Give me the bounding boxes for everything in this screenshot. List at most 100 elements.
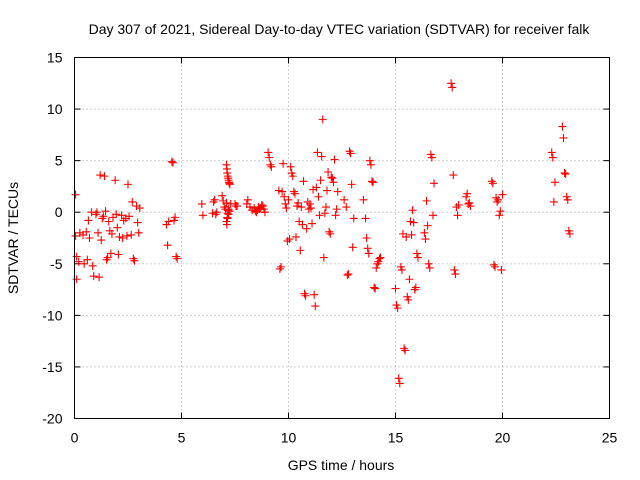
data-point xyxy=(314,192,323,201)
data-point xyxy=(128,197,137,206)
y-tick-label: -20 xyxy=(42,411,62,427)
data-point xyxy=(260,208,269,217)
data-point xyxy=(97,236,106,245)
data-point xyxy=(130,256,139,265)
data-point xyxy=(96,171,105,180)
data-point xyxy=(496,207,505,216)
data-point xyxy=(171,213,180,222)
data-point xyxy=(422,196,431,205)
data-point xyxy=(402,232,411,241)
grid-lines xyxy=(74,57,610,419)
x-tick-label: 10 xyxy=(281,430,297,446)
data-point xyxy=(409,218,418,227)
data-point xyxy=(397,265,406,274)
data-point xyxy=(559,133,568,142)
data-point xyxy=(286,162,295,171)
data-point xyxy=(560,169,569,178)
data-point xyxy=(134,228,143,237)
data-point xyxy=(448,83,457,92)
data-point xyxy=(493,197,502,206)
data-point xyxy=(427,153,436,162)
y-axis-label: SDTVAR / TECUs xyxy=(5,182,21,294)
data-point xyxy=(95,273,104,282)
data-point xyxy=(420,228,429,237)
data-point xyxy=(453,211,462,220)
data-point xyxy=(391,284,400,293)
data-point xyxy=(498,190,507,199)
y-tick-label: -15 xyxy=(42,359,62,375)
data-point xyxy=(197,199,206,208)
data-point xyxy=(547,148,556,157)
data-point xyxy=(101,207,110,216)
data-point xyxy=(164,217,173,226)
data-point xyxy=(393,304,402,313)
data-point xyxy=(94,228,103,237)
data-point xyxy=(407,230,416,239)
data-point xyxy=(323,186,332,195)
data-point xyxy=(451,270,460,279)
data-point xyxy=(329,178,338,187)
data-point xyxy=(264,148,273,157)
y-tick-label: 10 xyxy=(47,101,63,117)
data-point xyxy=(299,177,308,186)
data-point xyxy=(133,218,142,227)
data-point xyxy=(558,122,567,131)
data-point xyxy=(298,220,307,229)
data-point xyxy=(370,283,379,292)
data-point xyxy=(428,211,437,220)
data-point xyxy=(99,212,108,221)
data-point xyxy=(225,207,234,216)
data-point xyxy=(430,179,439,188)
data-point xyxy=(278,187,287,196)
data-point xyxy=(122,231,131,240)
data-point xyxy=(218,191,227,200)
data-point xyxy=(301,291,310,300)
data-point xyxy=(317,152,326,161)
data-point xyxy=(413,253,422,262)
data-point xyxy=(548,153,557,162)
data-point xyxy=(283,237,292,246)
data-point xyxy=(125,212,134,221)
data-point xyxy=(347,180,356,189)
data-point xyxy=(463,189,472,198)
data-point xyxy=(405,275,414,284)
data-point xyxy=(88,261,97,270)
data-point xyxy=(452,203,461,212)
data-point xyxy=(361,214,370,223)
data-point xyxy=(102,255,111,264)
data-point xyxy=(549,197,558,206)
y-tick-labels: -20 -15 -10 -5 0 5 10 15 xyxy=(42,50,62,427)
data-point xyxy=(127,230,136,239)
data-point xyxy=(210,195,219,204)
data-point xyxy=(124,180,132,189)
data-point xyxy=(495,211,504,220)
data-point xyxy=(363,244,372,253)
data-point xyxy=(306,204,315,213)
data-point xyxy=(364,249,373,258)
data-point xyxy=(280,192,289,201)
data-point xyxy=(281,199,290,208)
data-point xyxy=(311,302,320,311)
data-point xyxy=(294,198,303,207)
data-point xyxy=(371,284,380,293)
data-point xyxy=(425,263,434,272)
data-point xyxy=(395,379,404,388)
data-point xyxy=(72,275,81,284)
data-point xyxy=(233,202,242,211)
data-point xyxy=(489,260,498,269)
data-point xyxy=(454,200,463,209)
data-point xyxy=(112,210,121,219)
data-point xyxy=(401,346,410,355)
data-point xyxy=(89,272,98,281)
data-point xyxy=(369,178,378,187)
data-point xyxy=(222,220,231,229)
data-point xyxy=(135,204,144,213)
x-axis-label: GPS time / hours xyxy=(288,457,395,473)
data-point xyxy=(359,195,368,204)
data-point xyxy=(340,195,349,204)
data-point xyxy=(400,344,409,353)
data-point xyxy=(424,259,433,268)
data-point xyxy=(561,170,570,179)
data-point xyxy=(394,374,403,383)
data-point xyxy=(316,176,325,185)
